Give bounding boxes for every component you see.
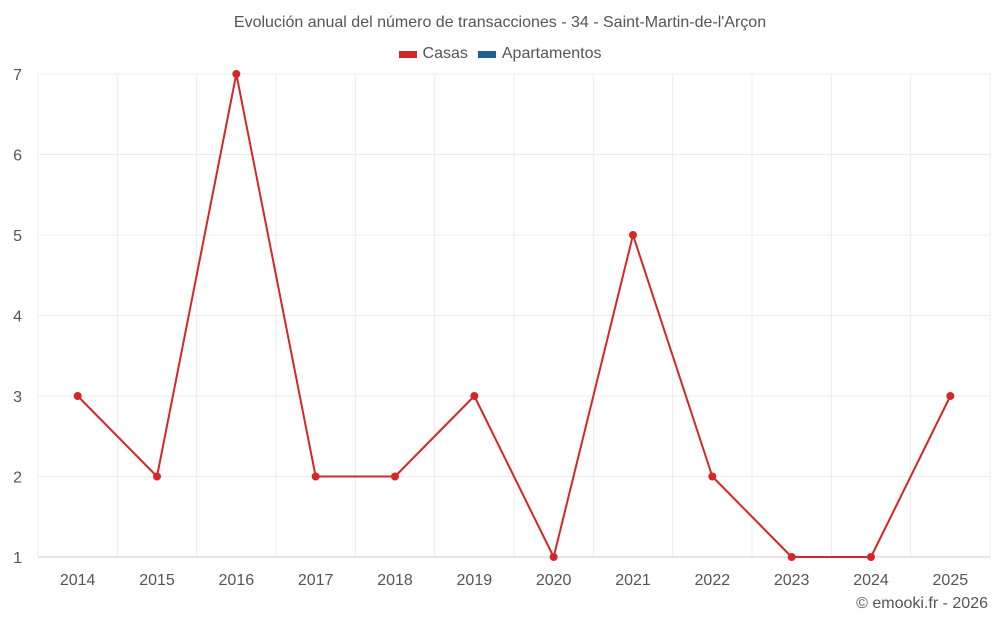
legend-swatch-apartamentos bbox=[477, 50, 496, 58]
x-tick-label: 2018 bbox=[377, 572, 413, 589]
data-point bbox=[867, 553, 875, 561]
data-point bbox=[787, 553, 796, 561]
legend-swatch-casas bbox=[398, 50, 417, 58]
y-tick-label: 2 bbox=[13, 470, 22, 487]
legend: Casas Apartamentos bbox=[0, 45, 1000, 63]
data-point bbox=[708, 472, 717, 481]
data-point bbox=[311, 472, 320, 481]
x-tick-label: 2017 bbox=[298, 572, 334, 589]
x-tick-label: 2015 bbox=[139, 572, 175, 589]
x-tick-label: 2024 bbox=[853, 572, 889, 589]
y-tick-label: 5 bbox=[13, 228, 22, 245]
x-tick-label: 2021 bbox=[615, 572, 651, 589]
y-tick-label: 3 bbox=[13, 389, 22, 406]
x-tick-label: 2023 bbox=[774, 572, 810, 589]
legend-label-apartamentos: Apartamentos bbox=[501, 45, 602, 62]
footer-credit: © emooki.fr - 2026 bbox=[856, 595, 988, 612]
data-point bbox=[391, 472, 399, 481]
series bbox=[73, 70, 955, 561]
legend-item-apartamentos[interactable]: Apartamentos bbox=[477, 45, 602, 63]
data-point bbox=[549, 553, 558, 561]
x-tick-label: 2022 bbox=[695, 572, 731, 589]
axes: 1 2 3 4 5 6 7 2014 2015 2016 2017 2018 2019 2020 2021 2… bbox=[13, 67, 968, 589]
y-tick-label: 4 bbox=[13, 309, 22, 326]
x-tick-label: 2025 bbox=[933, 572, 969, 589]
data-point bbox=[470, 392, 479, 400]
data-point bbox=[153, 472, 161, 481]
data-point bbox=[73, 392, 82, 400]
chart-title: Evolución anual del número de transaccio… bbox=[233, 14, 767, 31]
data-point bbox=[946, 392, 955, 400]
data-point bbox=[629, 231, 637, 239]
legend-item-casas[interactable]: Casas bbox=[398, 45, 468, 63]
legend-label-casas: Casas bbox=[422, 45, 468, 62]
data-point bbox=[232, 70, 241, 78]
grid bbox=[37, 73, 991, 558]
y-tick-label: 6 bbox=[13, 148, 22, 165]
y-tick-label: 1 bbox=[13, 550, 22, 567]
x-tick-label: 2020 bbox=[536, 572, 572, 589]
series-line-casas bbox=[76, 73, 952, 558]
x-tick-label: 2014 bbox=[60, 572, 96, 589]
x-tick-label: 2016 bbox=[219, 572, 255, 589]
x-tick-label: 2019 bbox=[457, 572, 493, 589]
y-tick-label: 7 bbox=[13, 67, 22, 84]
